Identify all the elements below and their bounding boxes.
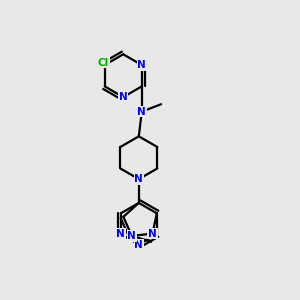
Text: N: N [148,229,157,239]
Text: N: N [137,60,146,70]
Text: N: N [116,229,125,239]
Text: N: N [119,92,128,102]
Text: Cl: Cl [98,58,109,68]
Text: N: N [134,174,143,184]
Text: N: N [137,107,146,117]
Text: N: N [128,231,136,241]
Text: N: N [134,239,143,250]
